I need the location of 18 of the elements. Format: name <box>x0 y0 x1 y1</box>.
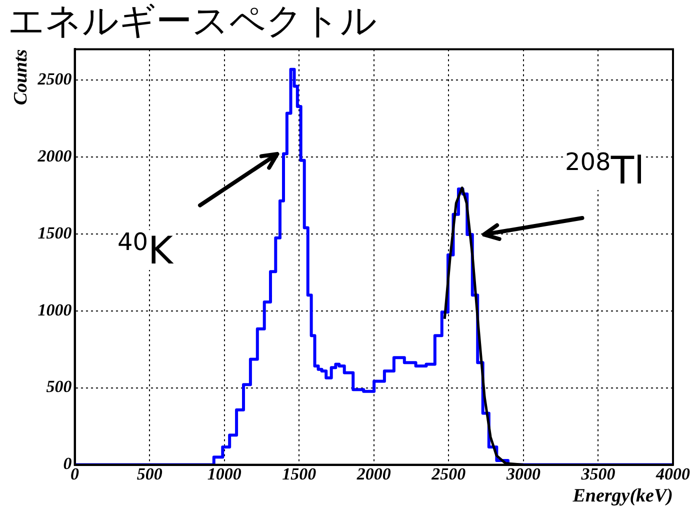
x-tick-label: 500 <box>136 464 163 484</box>
annotation: $^{208}$Tl <box>565 148 645 193</box>
y-tick-label: 1500 <box>38 223 72 242</box>
x-tick-label: 4000 <box>655 464 690 484</box>
y-tick-label: 2500 <box>36 69 72 88</box>
x-tick-label: 1500 <box>282 464 317 484</box>
annotation: $^{40}$K <box>118 228 173 273</box>
y-tick-label: 500 <box>46 377 72 396</box>
x-axis-title: Energy(keV) <box>572 486 673 507</box>
y-tick-label: 1000 <box>38 300 72 320</box>
chart-title: エネルギースペクトル <box>8 0 377 42</box>
x-tick-label: 3500 <box>580 464 616 484</box>
y-tick-label: 2000 <box>36 146 72 166</box>
x-tick-label: 3000 <box>505 464 541 484</box>
x-tick-label: 2000 <box>356 464 392 484</box>
x-tick-label: 2500 <box>430 464 466 484</box>
y-axis-title: Counts <box>10 49 32 106</box>
x-tick-label: 1000 <box>207 464 242 484</box>
